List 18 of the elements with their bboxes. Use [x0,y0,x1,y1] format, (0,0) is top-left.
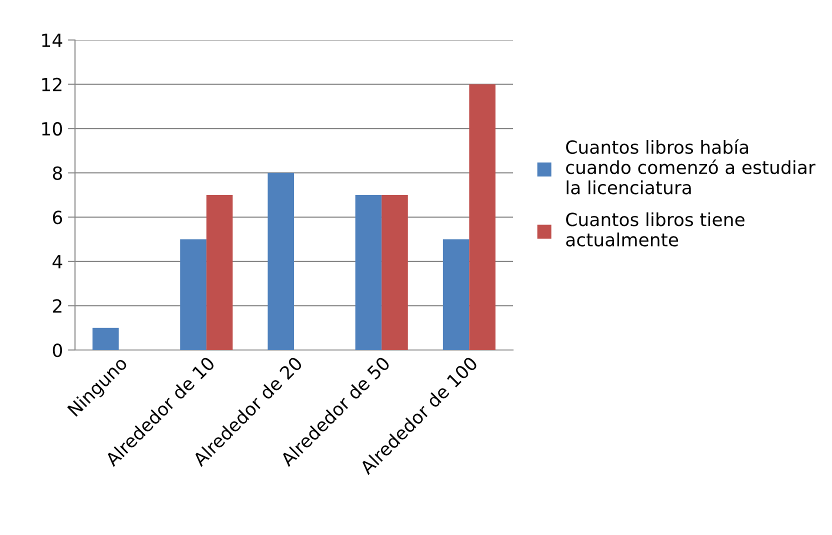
y-tick-label: 0 [52,343,62,358]
legend-label: Cuantos libros había cuando comenzó a estudiar la licenciatura [566,139,816,194]
y-tick-label: 6 [52,210,62,224]
y-tick-label: 14 [42,34,62,47]
bar [382,195,408,350]
y-tick-label: 10 [42,122,62,136]
bar [206,195,233,350]
y-tick-label: 4 [52,255,62,268]
y-tick-label: 2 [53,299,62,313]
bar [268,172,294,350]
bar [355,195,382,350]
bar [92,328,119,350]
y-tick-label: 8 [52,166,62,180]
bar [469,84,496,350]
bar [442,239,470,350]
legend-label: Cuantos libros tiene actualmente [566,212,744,247]
y-tick-label: 12 [42,78,62,92]
bar [180,239,206,350]
